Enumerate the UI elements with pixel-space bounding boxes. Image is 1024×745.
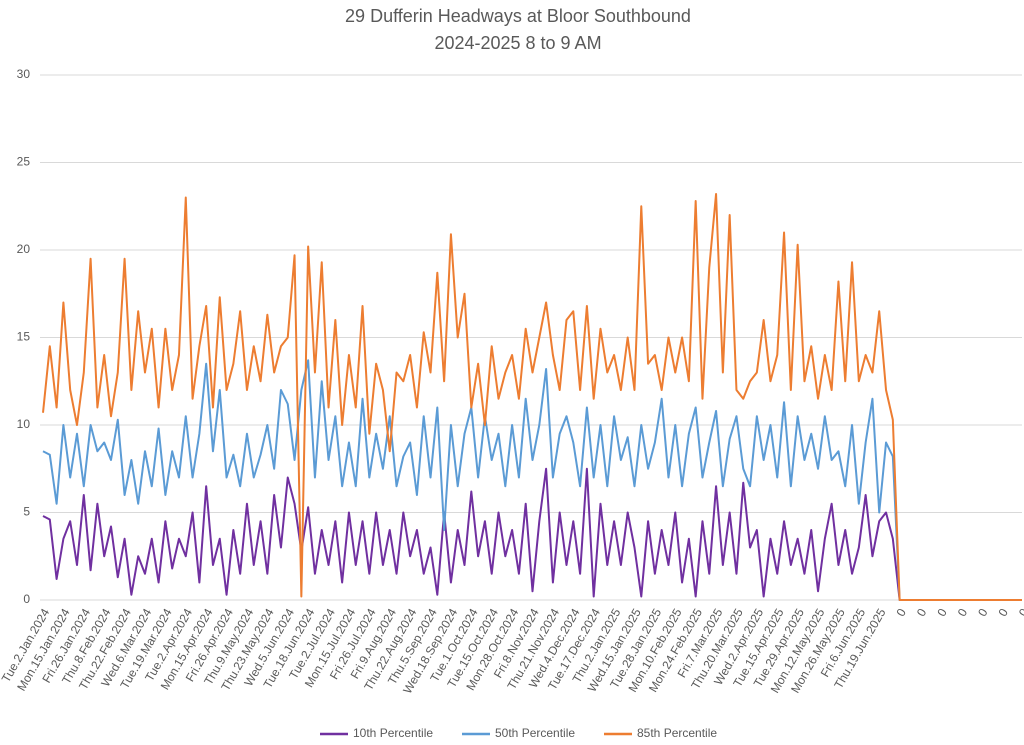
y-tick-label: 0 (23, 592, 30, 606)
chart-subtitle: 2024-2025 8 to 9 AM (434, 33, 601, 53)
y-tick-label: 30 (17, 67, 31, 81)
chart-title: 29 Dufferin Headways at Bloor Southbound (345, 6, 691, 26)
x-tick-label: 0 (1016, 606, 1024, 619)
y-tick-label: 10 (17, 417, 31, 431)
x-tick-label: 0 (995, 606, 1011, 619)
legend-label: 10th Percentile (353, 726, 433, 740)
y-tick-label: 15 (17, 330, 31, 344)
series-line (42, 193, 1022, 601)
x-tick-label: 0 (914, 606, 930, 619)
legend-label: 85th Percentile (637, 726, 717, 740)
series-line (42, 467, 1022, 601)
y-tick-label: 5 (23, 505, 30, 519)
x-tick-label: 0 (894, 606, 910, 619)
x-tick-label: 0 (934, 606, 950, 619)
legend-label: 50th Percentile (495, 726, 575, 740)
x-tick-label: 0 (975, 606, 991, 619)
y-tick-label: 25 (17, 155, 31, 169)
y-tick-label: 20 (17, 242, 31, 256)
x-tick-label: 0 (955, 606, 971, 619)
series-line (42, 359, 1022, 601)
